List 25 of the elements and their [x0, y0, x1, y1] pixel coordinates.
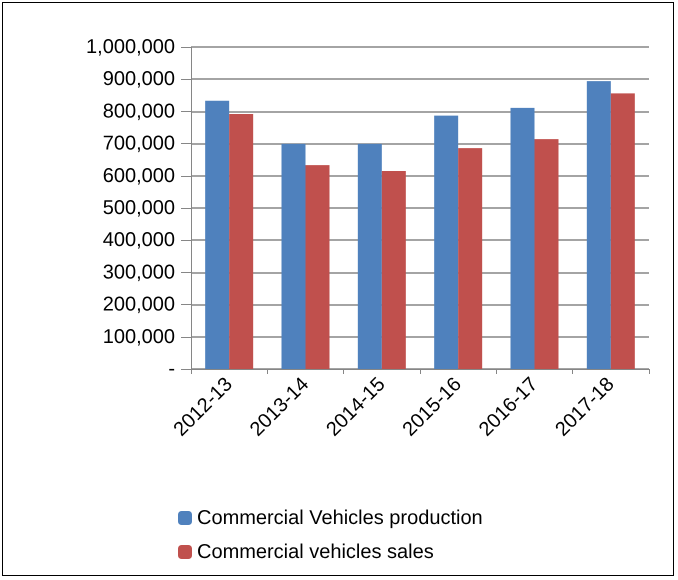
y-tick-label: 400,000: [102, 229, 175, 252]
bar: [434, 116, 458, 369]
y-tick-label: 200,000: [102, 294, 175, 316]
bar: [610, 93, 635, 369]
bar: [382, 170, 406, 369]
y-tick-label: 500,000: [102, 197, 175, 219]
bar: [510, 108, 534, 369]
y-tick-label: 700,000: [102, 132, 175, 155]
y-tick-label: 800,000: [102, 100, 175, 122]
bar: [358, 144, 382, 369]
y-tick-label: 300,000: [102, 261, 175, 284]
y-tick-label: 100,000: [102, 326, 175, 348]
bar: [229, 114, 254, 369]
bar: [586, 81, 611, 369]
legend-label: Commercial Vehicles production: [197, 507, 483, 529]
y-tick-label: 600,000: [102, 164, 175, 187]
bar: [458, 148, 482, 369]
y-tick-label: 1,000,000: [86, 36, 175, 58]
y-tick-label: -: [168, 358, 175, 380]
bar: [205, 100, 230, 369]
bar: [534, 139, 558, 369]
bar: [282, 144, 306, 369]
y-tick-label: 900,000: [102, 68, 175, 90]
legend-label: Commercial vehicles sales: [197, 541, 434, 563]
bar: [306, 165, 330, 369]
